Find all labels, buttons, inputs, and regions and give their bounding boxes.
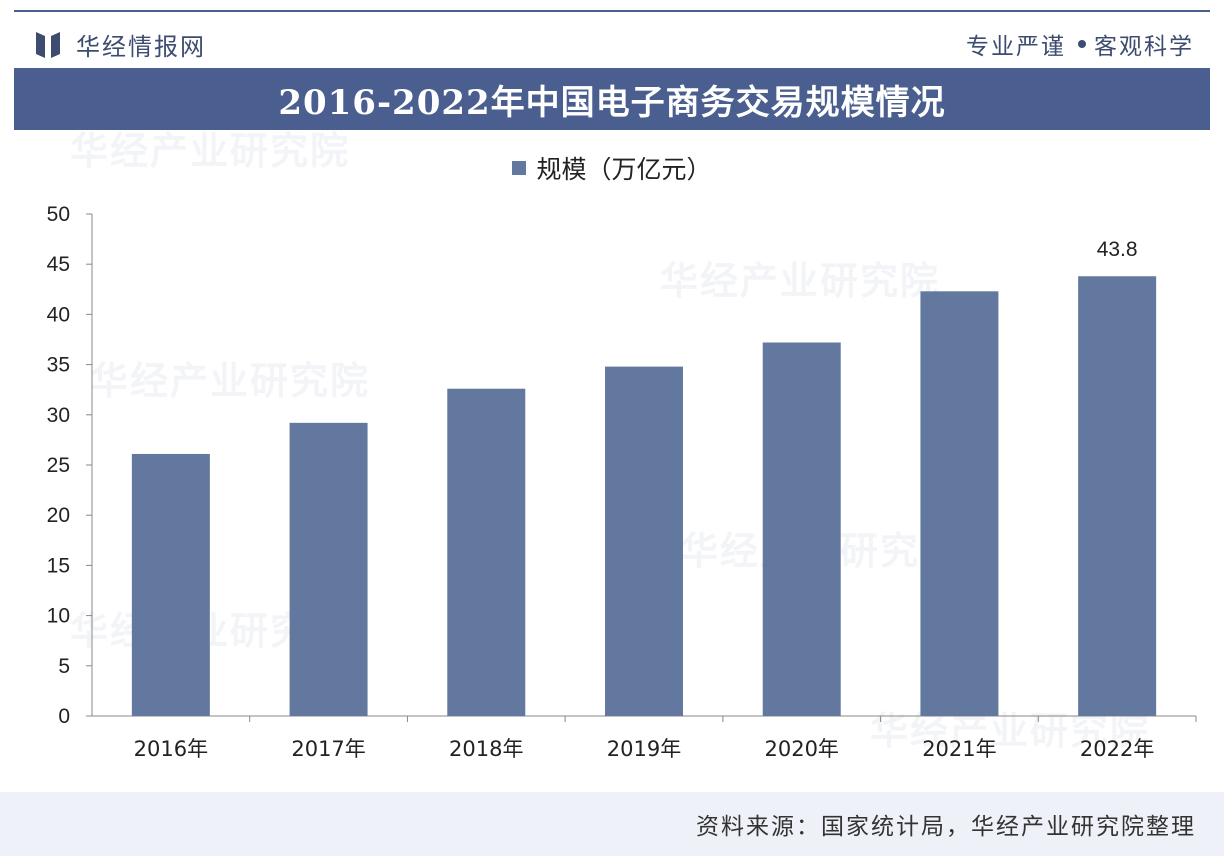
y-tick-label: 10 <box>47 605 70 628</box>
bar <box>447 388 526 716</box>
x-tick-label: 2022年 <box>1080 737 1154 761</box>
data-label: 43.8 <box>1097 238 1138 261</box>
y-tick-label: 30 <box>47 404 70 427</box>
slogan-left: 专业严谨 <box>966 34 1066 60</box>
slogan-dot-icon <box>1078 40 1086 48</box>
y-tick-label: 25 <box>47 454 70 477</box>
y-tick-label: 0 <box>58 705 70 728</box>
x-tick-label: 2018年 <box>449 737 523 761</box>
x-tick-label: 2021年 <box>922 737 996 761</box>
header-rule <box>14 10 1210 12</box>
legend-label: 规模（万亿元） <box>536 155 712 184</box>
y-tick-label: 50 <box>47 203 70 226</box>
legend-swatch <box>512 161 527 175</box>
y-tick-label: 35 <box>47 354 70 377</box>
bar-chart: 0 5 10 15 20 25 30 35 40 45 50 2016年 2017年 2018年 2019年… <box>47 203 1197 761</box>
brand-logo-icon <box>36 32 60 58</box>
title-band: 2016-2022年中国电子商务交易规模情况 <box>14 68 1210 130</box>
bar <box>289 422 368 716</box>
bar <box>1078 276 1157 716</box>
bar <box>920 291 999 716</box>
footer: 资料来源：国家统计局，华经产业研究院整理 <box>0 792 1224 856</box>
slogan-right: 客观科学 <box>1094 34 1194 60</box>
y-tick-label: 5 <box>58 655 70 678</box>
y-tick-label: 20 <box>47 504 70 527</box>
x-tick-label: 2017年 <box>291 737 365 761</box>
legend: 规模（万亿元） <box>0 150 1224 186</box>
y-tick-label: 40 <box>47 303 70 326</box>
source-note: 资料来源：国家统计局，华经产业研究院整理 <box>696 814 1196 840</box>
x-tick-label: 2020年 <box>764 737 838 761</box>
bar <box>762 342 841 716</box>
x-tick-label: 2016年 <box>134 737 208 761</box>
bar <box>131 453 210 716</box>
x-tick-label: 2019年 <box>607 737 681 761</box>
slogan: 专业严谨 客观科学 <box>966 26 1194 62</box>
y-tick-label: 45 <box>47 253 70 276</box>
chart-title: 2016-2022年中国电子商务交易规模情况 <box>278 82 946 123</box>
y-tick-label: 15 <box>47 554 70 577</box>
brand: 华经情报网 <box>36 26 206 62</box>
brand-name: 华经情报网 <box>76 32 206 61</box>
bar <box>605 366 683 716</box>
